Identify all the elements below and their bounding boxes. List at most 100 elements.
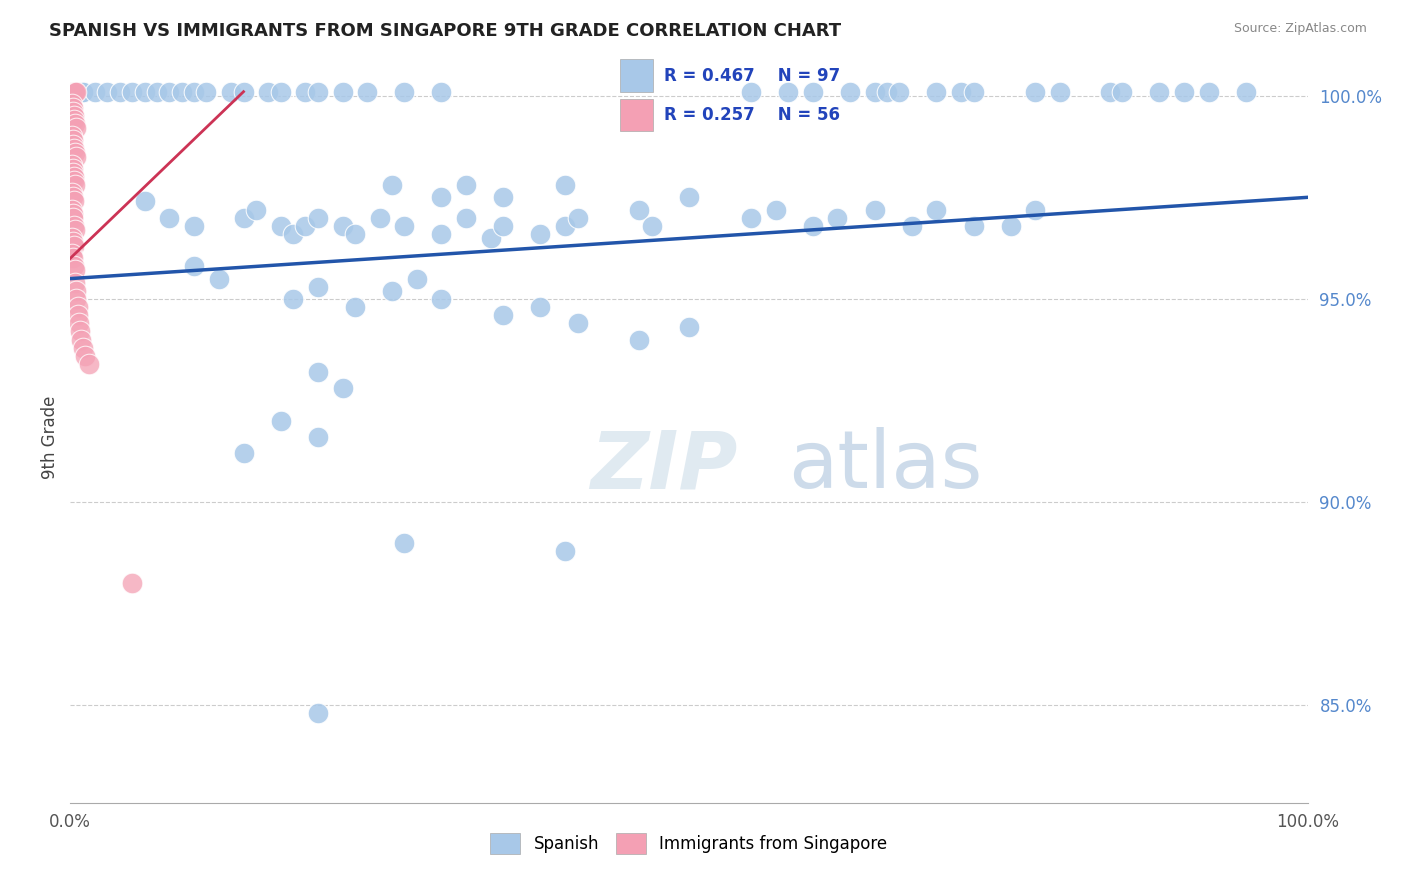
Point bbox=[281, 227, 304, 241]
Point bbox=[65, 85, 87, 99]
Point bbox=[641, 219, 664, 233]
Point bbox=[343, 227, 366, 241]
Point bbox=[801, 219, 824, 233]
Point bbox=[294, 85, 316, 99]
Point bbox=[381, 284, 404, 298]
Point bbox=[827, 211, 849, 225]
Point bbox=[65, 150, 87, 164]
Point bbox=[62, 85, 84, 99]
Point bbox=[195, 85, 218, 99]
Point bbox=[876, 85, 898, 99]
Point bbox=[567, 316, 589, 330]
Point bbox=[62, 133, 84, 147]
Point bbox=[170, 85, 193, 99]
Point bbox=[381, 178, 404, 193]
Point bbox=[62, 105, 84, 120]
Point bbox=[405, 271, 427, 285]
Point bbox=[121, 85, 143, 99]
Point bbox=[245, 202, 267, 217]
Point bbox=[63, 174, 86, 188]
Point bbox=[62, 235, 84, 249]
Point bbox=[332, 381, 354, 395]
Point bbox=[63, 239, 86, 253]
Point bbox=[628, 333, 651, 347]
Point bbox=[62, 161, 84, 176]
Point bbox=[62, 252, 84, 266]
Text: SPANISH VS IMMIGRANTS FROM SINGAPORE 9TH GRADE CORRELATION CHART: SPANISH VS IMMIGRANTS FROM SINGAPORE 9TH… bbox=[49, 22, 841, 40]
Point bbox=[430, 292, 453, 306]
Point bbox=[889, 85, 911, 99]
Point bbox=[60, 186, 83, 201]
Point bbox=[368, 211, 391, 225]
Text: R = 0.257    N = 56: R = 0.257 N = 56 bbox=[664, 106, 839, 124]
Point bbox=[925, 202, 948, 217]
Point bbox=[863, 85, 886, 99]
Point bbox=[59, 85, 82, 99]
Point bbox=[84, 85, 107, 99]
Point bbox=[430, 85, 453, 99]
Point bbox=[257, 85, 280, 99]
Point bbox=[307, 365, 329, 379]
Point bbox=[134, 194, 156, 209]
Point bbox=[62, 85, 84, 99]
Point bbox=[72, 341, 94, 355]
Point bbox=[270, 414, 292, 428]
Point bbox=[492, 190, 515, 204]
Point bbox=[1234, 85, 1257, 99]
Point bbox=[456, 178, 478, 193]
Point bbox=[66, 300, 89, 314]
Point bbox=[740, 211, 762, 225]
Point bbox=[96, 85, 118, 99]
Point bbox=[492, 219, 515, 233]
Point bbox=[801, 85, 824, 99]
Point bbox=[65, 117, 87, 131]
Point bbox=[1173, 85, 1195, 99]
Point bbox=[63, 113, 86, 128]
Point bbox=[60, 129, 83, 144]
Point bbox=[63, 169, 86, 184]
Point bbox=[863, 202, 886, 217]
Text: R = 0.467    N = 97: R = 0.467 N = 97 bbox=[664, 67, 839, 85]
Point bbox=[270, 219, 292, 233]
Point bbox=[332, 85, 354, 99]
Point bbox=[134, 85, 156, 99]
Point bbox=[678, 190, 700, 204]
Point bbox=[63, 142, 86, 156]
Point bbox=[63, 85, 86, 99]
Point bbox=[121, 576, 143, 591]
Point bbox=[157, 211, 180, 225]
Point bbox=[65, 85, 87, 99]
Point bbox=[157, 85, 180, 99]
Point bbox=[63, 109, 86, 123]
Point bbox=[1098, 85, 1121, 99]
Point bbox=[63, 194, 86, 209]
Point bbox=[63, 85, 86, 99]
Point bbox=[60, 231, 83, 245]
Point bbox=[307, 85, 329, 99]
Point bbox=[72, 85, 94, 99]
Point bbox=[307, 430, 329, 444]
Point bbox=[65, 292, 87, 306]
Point bbox=[69, 325, 91, 339]
Point bbox=[60, 85, 83, 99]
Point bbox=[356, 85, 378, 99]
Text: ZIP: ZIP bbox=[591, 427, 737, 506]
Point bbox=[62, 166, 84, 180]
Point bbox=[72, 85, 94, 99]
Point bbox=[479, 231, 502, 245]
Point bbox=[554, 219, 576, 233]
Point bbox=[307, 279, 329, 293]
Point bbox=[1024, 85, 1046, 99]
Point bbox=[456, 211, 478, 225]
Point bbox=[183, 85, 205, 99]
Point bbox=[492, 308, 515, 322]
Legend: Spanish, Immigrants from Singapore: Spanish, Immigrants from Singapore bbox=[484, 827, 894, 860]
Point bbox=[394, 85, 416, 99]
Point bbox=[430, 190, 453, 204]
Point bbox=[77, 357, 100, 371]
Point bbox=[1147, 85, 1170, 99]
Point bbox=[65, 284, 87, 298]
Bar bbox=[620, 60, 652, 92]
Point bbox=[838, 85, 860, 99]
Point bbox=[430, 227, 453, 241]
